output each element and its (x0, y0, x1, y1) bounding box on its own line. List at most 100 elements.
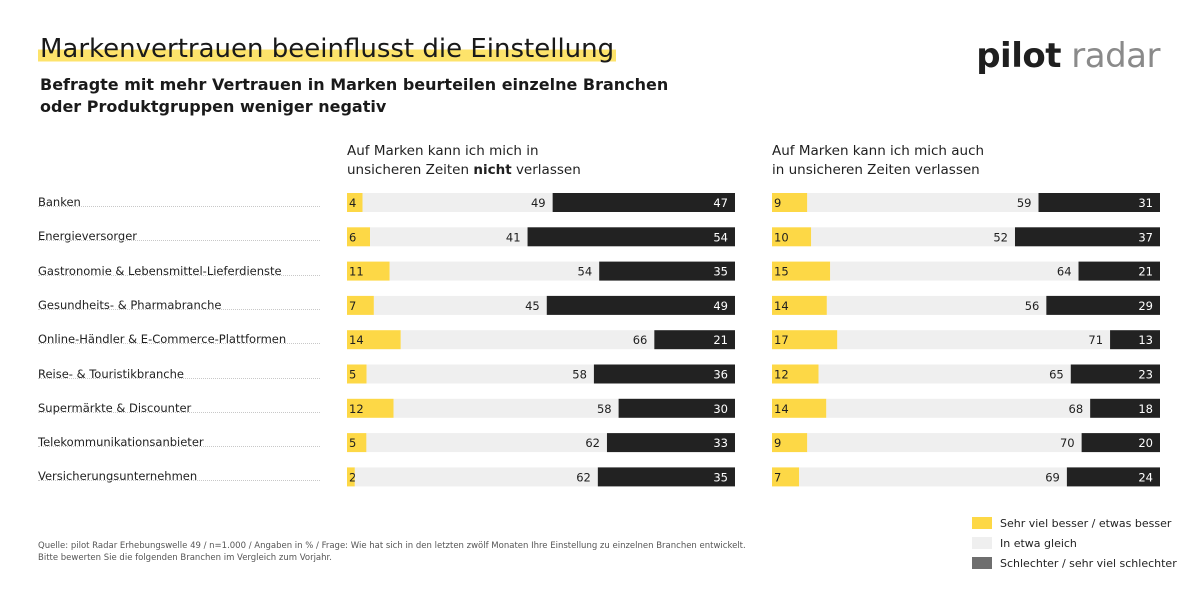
right-value-better-energieversorger: 10 (774, 230, 789, 244)
left-heading-bold: nicht (473, 162, 512, 178)
right-value-same-superm-rkte-discounter: 68 (1069, 402, 1084, 416)
right-bar-same-reise-touristikbranche (818, 364, 1071, 384)
legend-item-same: In etwa gleich (972, 534, 1177, 552)
left-bar-worse-superm-rkte-discounter (618, 398, 735, 418)
category-label-online-h-ndler-e-commerce-plattformen: Online-Händler & E-Commerce-Plattformen (38, 332, 287, 347)
right-value-worse-gastronomie-lebensmittel-lieferdienste: 21 (1138, 265, 1153, 279)
right-value-same-telekommunikationsanbieter: 70 (1060, 436, 1075, 450)
left-bar-same-versicherungsunternehmen (354, 467, 598, 487)
left-value-better-superm-rkte-discounter: 12 (349, 402, 364, 416)
logo-word-radar: radar (1071, 36, 1160, 76)
right-value-same-versicherungsunternehmen: 69 (1045, 470, 1060, 484)
right-bar-same-banken (807, 193, 1039, 212)
left-value-same-gesundheits-pharmabranche: 45 (525, 299, 540, 313)
left-value-worse-energieversorger: 54 (713, 230, 728, 244)
right-bar-worse-online-h-ndler-e-commerce-plattformen (1110, 330, 1160, 350)
right-value-worse-superm-rkte-discounter: 18 (1138, 402, 1153, 416)
right-bar-better-energieversorger (772, 227, 812, 247)
leader-dots (38, 480, 320, 482)
left-bar-worse-telekommunikationsanbieter (606, 433, 735, 453)
right-value-better-superm-rkte-discounter: 14 (774, 402, 789, 416)
page-subtitle: Befragte mit mehr Vertrauen in Marken be… (40, 74, 680, 118)
right-bar-same-gastronomie-lebensmittel-lieferdienste (830, 261, 1079, 281)
left-value-same-banken: 49 (531, 196, 546, 210)
right-bar-worse-banken (1038, 193, 1160, 212)
subtitle-line-1: Befragte mit mehr Vertrauen in Marken be… (40, 75, 669, 94)
right-value-worse-gesundheits-pharmabranche: 29 (1138, 299, 1153, 313)
left-bar-same-online-h-ndler-e-commerce-plattformen (400, 330, 655, 350)
legend-swatch-worse (972, 557, 992, 569)
legend-swatch-better (972, 517, 992, 529)
right-heading-line-1: Auf Marken kann ich mich auch (772, 143, 985, 159)
right-value-worse-banken: 31 (1138, 196, 1153, 210)
right-bar-worse-gesundheits-pharmabranche (1046, 295, 1160, 315)
left-heading-post: verlassen (511, 162, 581, 178)
subtitle-line-2: oder Produktgruppen weniger negativ (40, 97, 387, 116)
left-bar-same-reise-touristikbranche (366, 364, 594, 384)
left-value-same-gastronomie-lebensmittel-lieferdienste: 54 (578, 265, 593, 279)
category-label-gastronomie-lebensmittel-lieferdienste: Gastronomie & Lebensmittel-Lieferdienste (38, 263, 282, 278)
right-value-better-reise-touristikbranche: 12 (774, 368, 789, 382)
right-value-better-banken: 9 (774, 196, 781, 210)
leader-dots (38, 274, 320, 276)
left-value-worse-reise-touristikbranche: 36 (713, 368, 728, 382)
right-bar-same-versicherungsunternehmen (799, 467, 1067, 487)
left-bar-better-telekommunikationsanbieter (347, 433, 367, 453)
category-label-banken: Banken (38, 195, 81, 209)
right-bar-worse-versicherungsunternehmen (1066, 467, 1160, 487)
left-heading-line-1: Auf Marken kann ich mich in (347, 143, 539, 159)
left-bar-better-gesundheits-pharmabranche (347, 295, 374, 315)
left-value-better-telekommunikationsanbieter: 5 (349, 436, 356, 450)
title-wrap: Markenvertrauen beeinflusst die Einstell… (38, 34, 617, 64)
right-bar-better-reise-touristikbranche (772, 364, 819, 384)
page-title: Markenvertrauen beeinflusst die Einstell… (38, 34, 617, 64)
right-value-same-banken: 59 (1017, 196, 1032, 210)
right-bar-better-gastronomie-lebensmittel-lieferdienste (772, 261, 831, 281)
right-value-same-gastronomie-lebensmittel-lieferdienste: 64 (1057, 265, 1072, 279)
right-value-better-telekommunikationsanbieter: 9 (774, 436, 781, 450)
left-bar-worse-versicherungsunternehmen (597, 467, 735, 487)
right-bar-better-online-h-ndler-e-commerce-plattformen (772, 330, 838, 350)
legend-label-same: In etwa gleich (1000, 536, 1077, 550)
left-value-same-online-h-ndler-e-commerce-plattformen: 66 (633, 333, 648, 347)
left-bar-better-online-h-ndler-e-commerce-plattformen (347, 330, 401, 350)
right-bar-better-banken (772, 193, 808, 212)
category-label-superm-rkte-discounter: Supermärkte & Discounter (38, 400, 192, 415)
legend-item-worse: Schlechter / sehr viel schlechter (972, 554, 1177, 572)
left-value-better-online-h-ndler-e-commerce-plattformen: 14 (349, 333, 364, 347)
category-label-telekommunikationsanbieter: Telekommunikationsanbieter (38, 435, 204, 450)
left-bar-better-gastronomie-lebensmittel-lieferdienste (347, 261, 390, 281)
pilot-radar-logo: pilot radar (976, 36, 1160, 76)
right-value-same-online-h-ndler-e-commerce-plattformen: 71 (1088, 333, 1103, 347)
right-bar-worse-reise-touristikbranche (1070, 364, 1160, 384)
left-panel-heading: Auf Marken kann ich mich in unsicheren Z… (347, 142, 667, 180)
leader-dots (38, 343, 320, 345)
left-value-same-versicherungsunternehmen: 62 (576, 470, 591, 484)
legend-item-better: Sehr viel besser / etwas besser (972, 514, 1177, 532)
left-value-better-versicherungsunternehmen: 2 (349, 470, 356, 484)
right-bar-worse-gastronomie-lebensmittel-lieferdienste (1078, 261, 1160, 281)
category-label-energieversorger: Energieversorger (38, 229, 137, 244)
right-value-worse-versicherungsunternehmen: 24 (1138, 470, 1153, 484)
source-note: Quelle: pilot Radar Erhebungswelle 49 / … (38, 540, 798, 564)
right-value-better-online-h-ndler-e-commerce-plattformen: 17 (774, 333, 789, 347)
right-bar-worse-telekommunikationsanbieter (1081, 433, 1160, 453)
legend-label-better: Sehr viel besser / etwas besser (1000, 516, 1172, 530)
right-value-better-gastronomie-lebensmittel-lieferdienste: 15 (774, 265, 789, 279)
left-value-better-gastronomie-lebensmittel-lieferdienste: 11 (349, 265, 364, 279)
legend-swatch-same (972, 537, 992, 549)
left-bar-better-energieversorger (347, 227, 371, 247)
left-value-worse-online-h-ndler-e-commerce-plattformen: 21 (713, 333, 728, 347)
left-bar-better-banken (347, 193, 363, 212)
right-value-worse-energieversorger: 37 (1138, 230, 1153, 244)
right-value-worse-telekommunikationsanbieter: 20 (1138, 436, 1153, 450)
left-value-worse-telekommunikationsanbieter: 33 (713, 436, 728, 450)
leader-dots (38, 240, 320, 242)
leader-dots (38, 377, 320, 379)
left-value-same-reise-touristikbranche: 58 (572, 368, 587, 382)
category-label-versicherungsunternehmen: Versicherungsunternehmen (38, 469, 198, 484)
right-bar-worse-energieversorger (1014, 227, 1160, 247)
left-bar-same-energieversorger (370, 227, 528, 247)
left-heading-line-2: unsicheren Zeiten nicht verlassen (347, 161, 667, 180)
